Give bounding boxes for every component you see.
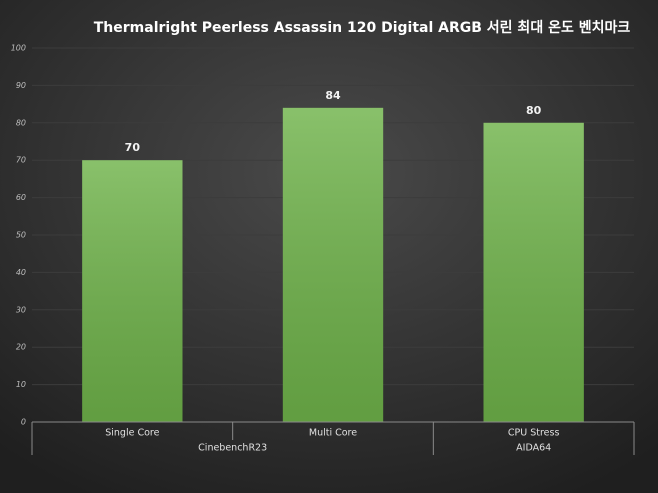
x-tick-label: Single Core <box>105 428 159 439</box>
y-tick-label: 30 <box>16 305 26 314</box>
y-tick-label: 20 <box>16 343 26 352</box>
group-label: AIDA64 <box>516 443 551 454</box>
y-tick-label: 40 <box>16 268 26 277</box>
y-tick-label: 70 <box>16 156 26 165</box>
y-tick-label: 100 <box>11 44 26 53</box>
x-tick-label: CPU Stress <box>508 428 560 439</box>
y-tick-label: 60 <box>16 193 26 202</box>
group-label: CinebenchR23 <box>198 443 267 454</box>
bar-shade <box>82 160 183 422</box>
y-tick-label: 50 <box>16 231 26 240</box>
value-label: 80 <box>526 104 542 117</box>
value-label: 70 <box>125 141 141 154</box>
y-tick-label: 10 <box>16 380 26 389</box>
y-tick-label: 0 <box>21 418 26 427</box>
y-tick-label: 80 <box>16 118 26 127</box>
chart-title: Thermalright Peerless Assassin 120 Digit… <box>94 19 631 36</box>
bar-shade <box>483 122 584 423</box>
value-label: 84 <box>325 89 341 102</box>
x-tick-label: Multi Core <box>309 428 357 439</box>
bar-shade <box>282 107 384 422</box>
y-tick-label: 90 <box>16 81 26 90</box>
